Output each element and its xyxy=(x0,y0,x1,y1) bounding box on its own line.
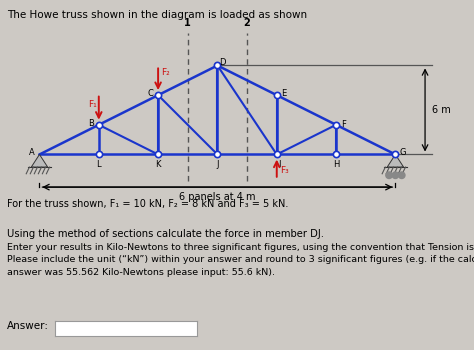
Polygon shape xyxy=(31,154,48,167)
Text: 6 m: 6 m xyxy=(432,105,451,115)
Text: F: F xyxy=(341,120,346,129)
Circle shape xyxy=(392,172,399,178)
Text: Enter your results in Kilo-Newtons to three significant figures, using the conve: Enter your results in Kilo-Newtons to th… xyxy=(7,243,474,276)
Text: F₃: F₃ xyxy=(280,166,289,175)
Text: The Howe truss shown in the diagram is loaded as shown: The Howe truss shown in the diagram is l… xyxy=(7,10,307,20)
Text: L: L xyxy=(97,160,101,169)
Text: 1: 1 xyxy=(184,19,191,28)
Text: F₂: F₂ xyxy=(161,68,170,77)
Text: K: K xyxy=(155,160,161,169)
Text: 6 panels at 4 m: 6 panels at 4 m xyxy=(179,191,255,202)
Circle shape xyxy=(399,172,405,178)
Circle shape xyxy=(386,172,392,178)
Text: J: J xyxy=(216,160,219,169)
Text: 2: 2 xyxy=(244,19,250,28)
Text: A: A xyxy=(29,148,35,157)
Text: Using the method of sections calculate the force in member DJ.: Using the method of sections calculate t… xyxy=(7,229,324,239)
Text: B: B xyxy=(88,119,93,128)
Text: Answer:: Answer: xyxy=(7,321,49,331)
Text: E: E xyxy=(281,89,286,98)
Polygon shape xyxy=(387,154,403,167)
Text: For the truss shown, F₁ = 10 kN, F₂ = 8 kN and F₃ = 5 kN.: For the truss shown, F₁ = 10 kN, F₂ = 8 … xyxy=(7,199,289,210)
Text: G: G xyxy=(400,148,406,158)
Text: C: C xyxy=(147,89,153,98)
Text: D: D xyxy=(219,58,226,67)
Text: F₁: F₁ xyxy=(88,99,97,108)
Text: I: I xyxy=(278,160,281,169)
Text: H: H xyxy=(333,160,339,169)
